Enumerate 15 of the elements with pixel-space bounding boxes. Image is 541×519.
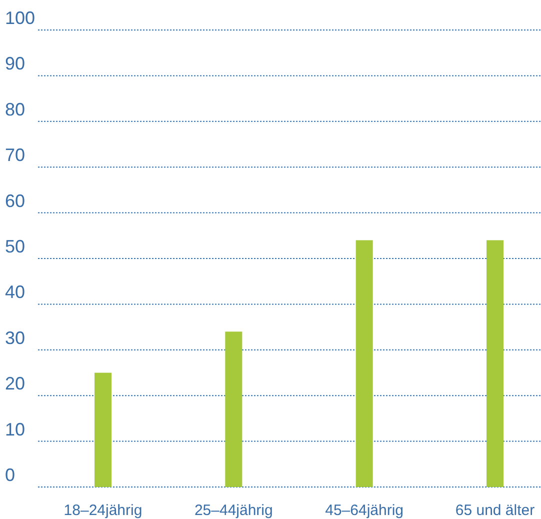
y-tick-label: 80 (5, 99, 26, 120)
y-tick-label: 50 (5, 236, 26, 256)
y-tick-label: 30 (5, 328, 26, 348)
y-tick-label: 20 (5, 374, 26, 394)
x-tick-label: 45–64jährig (325, 502, 404, 519)
x-tick-label: 18–24jährig (64, 502, 142, 519)
y-tick-label: 40 (5, 282, 26, 302)
y-tick-label: 60 (5, 190, 26, 211)
y-tick-label: 90 (5, 54, 26, 74)
y-tick-label: 70 (5, 145, 26, 166)
y-tick-label: 0 (5, 465, 16, 485)
x-tick-label: 25–44jährig (194, 502, 273, 519)
y-tick-label: 100 (5, 8, 36, 28)
y-tick-label: 10 (5, 419, 26, 440)
x-tick-label: 65 und älter (455, 502, 535, 519)
